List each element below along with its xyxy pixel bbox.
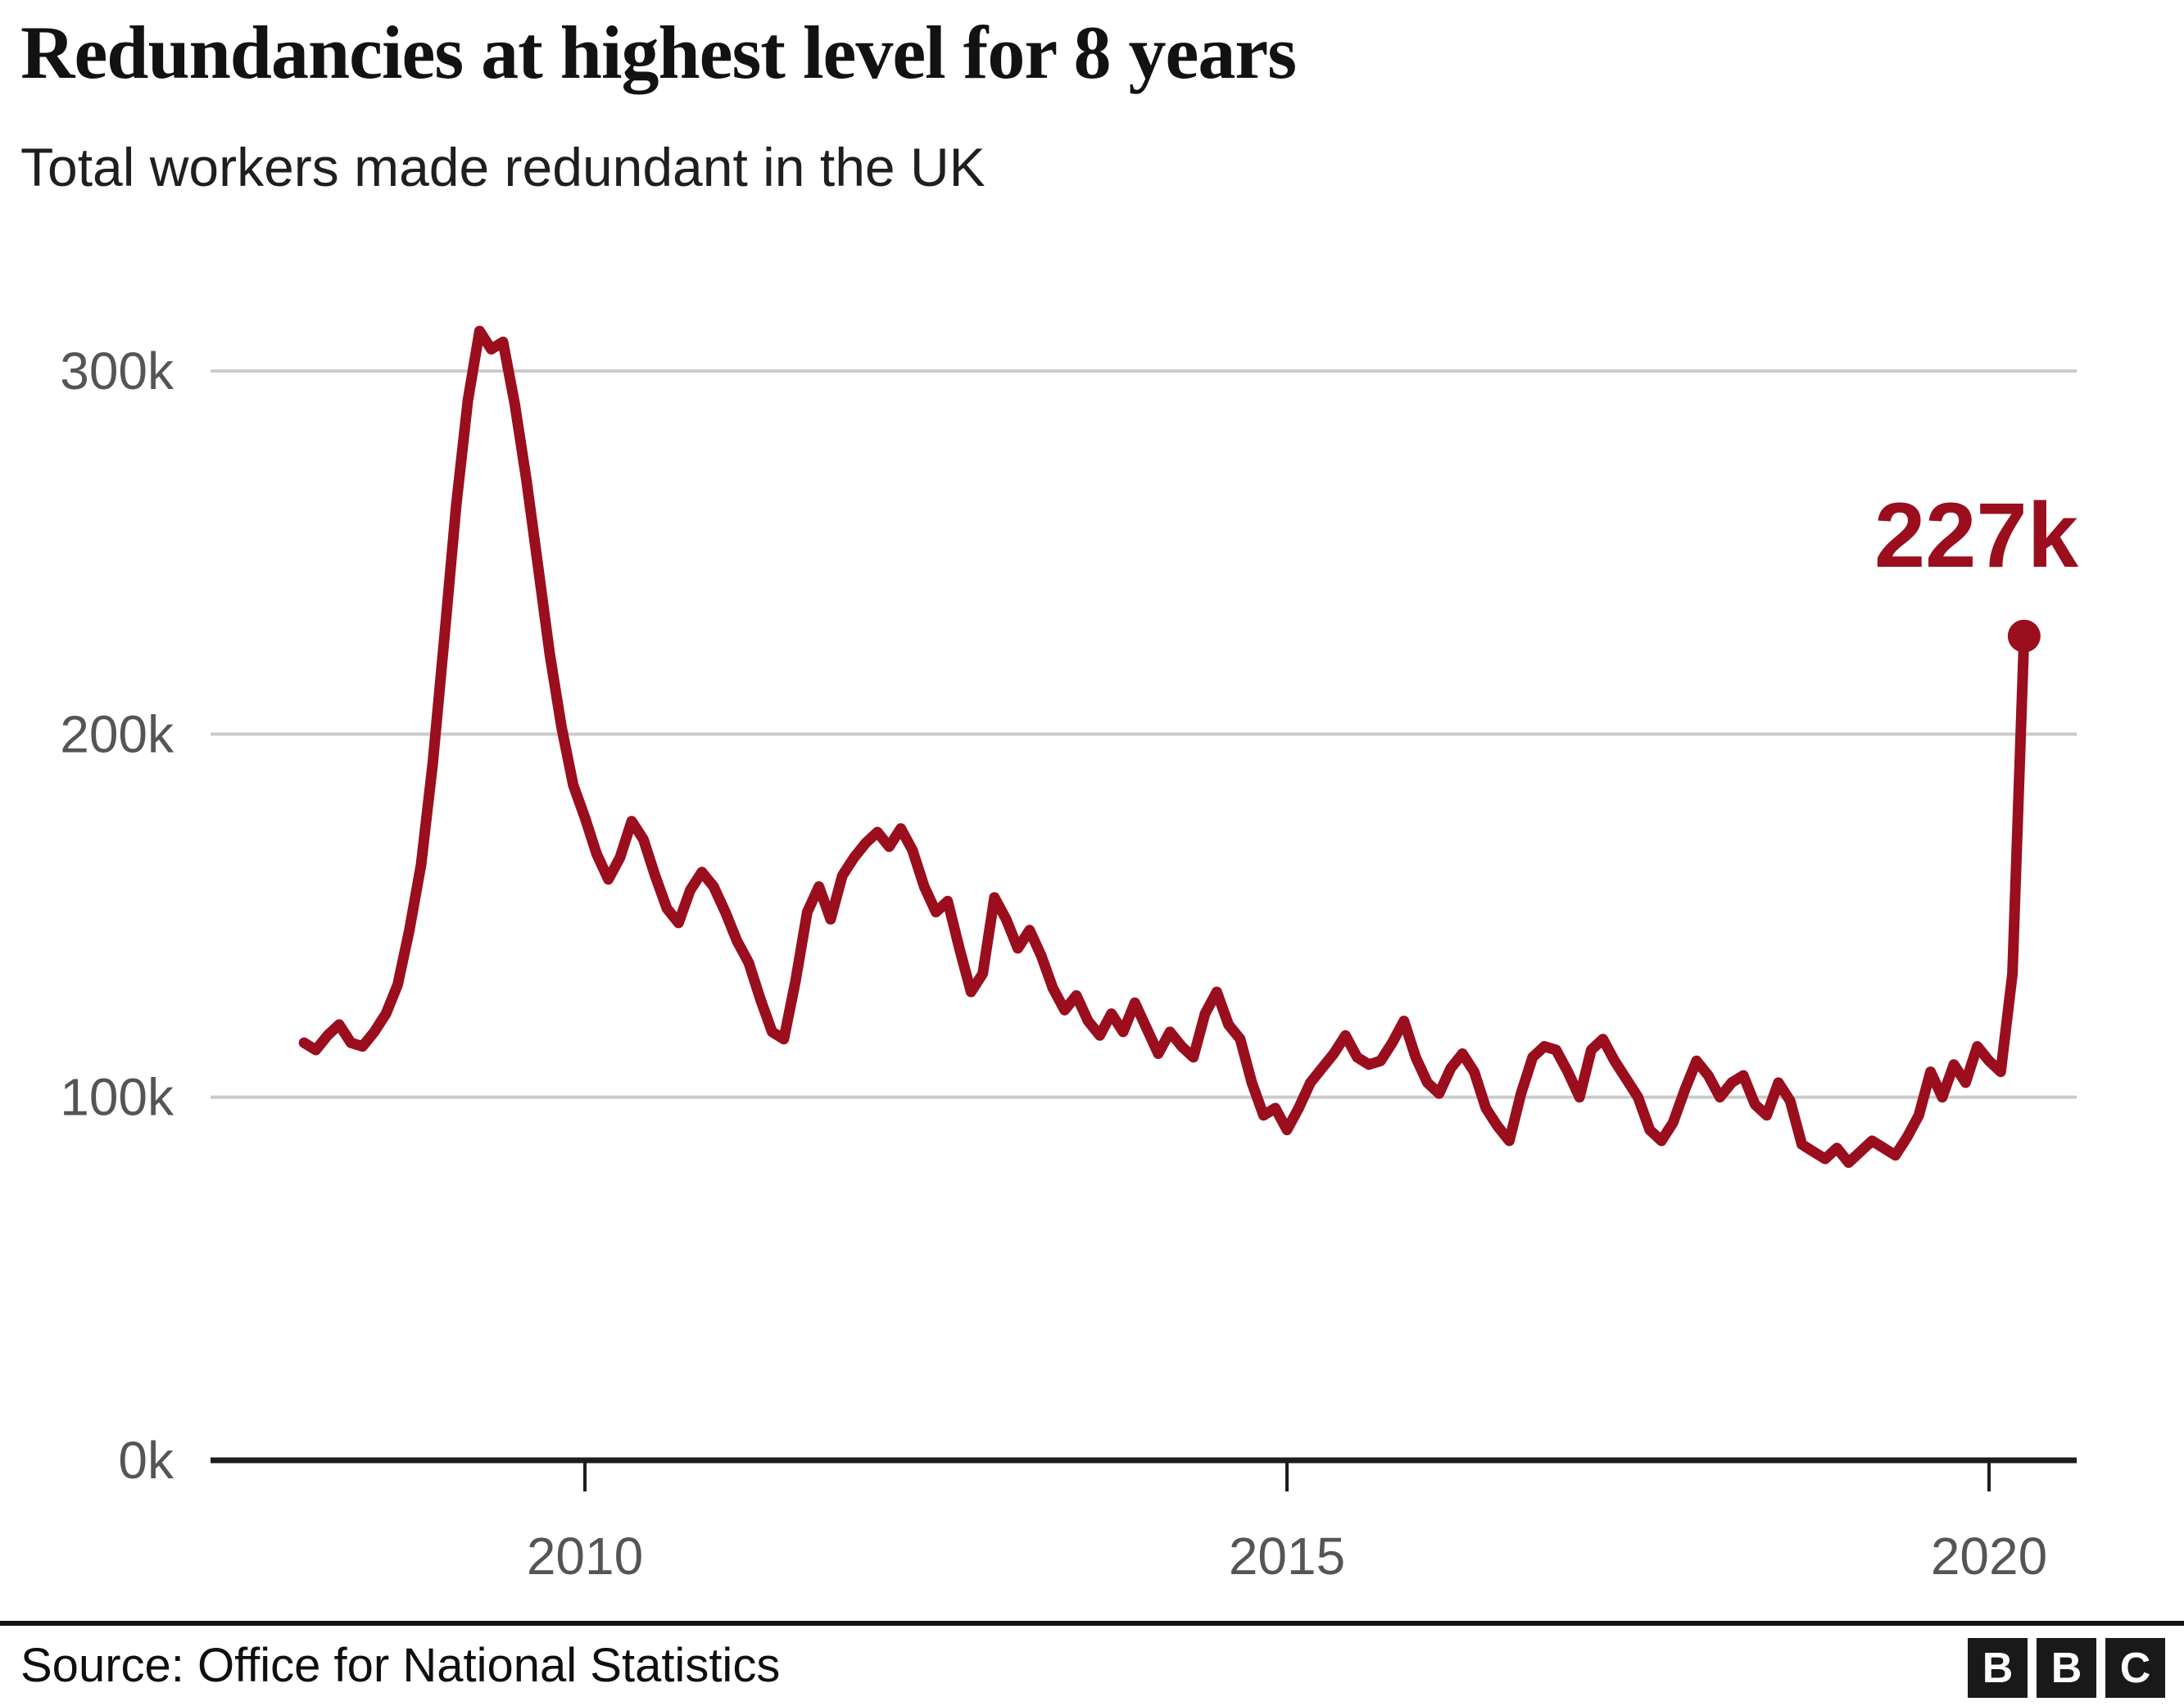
chart-subtitle: Total workers made redundant in the UK [20,137,986,197]
footer-divider [0,1621,2184,1626]
bbc-logo-letter: B [1968,1638,2028,1698]
last-value-label: 227k [1874,484,2079,586]
y-axis-label: 300k [60,342,174,400]
y-axis-label: 100k [60,1068,174,1127]
page-title: Redundancies at highest level for 8 year… [20,11,1297,94]
bbc-logo-letter: B [2037,1638,2096,1698]
series-line [298,325,2030,1168]
end-point-dot [2007,619,2041,653]
y-axis-label: 200k [60,704,174,763]
x-axis-label: 2010 [527,1527,643,1586]
x-axis-label: 2020 [1931,1527,2047,1586]
y-axis-label: 0k [118,1431,174,1490]
x-axis-label: 2015 [1229,1527,1345,1586]
bbc-logo: B B C [1968,1638,2165,1698]
source-note: Source: Office for National Statistics [20,1639,781,1692]
bbc-logo-letter: C [2105,1638,2165,1698]
